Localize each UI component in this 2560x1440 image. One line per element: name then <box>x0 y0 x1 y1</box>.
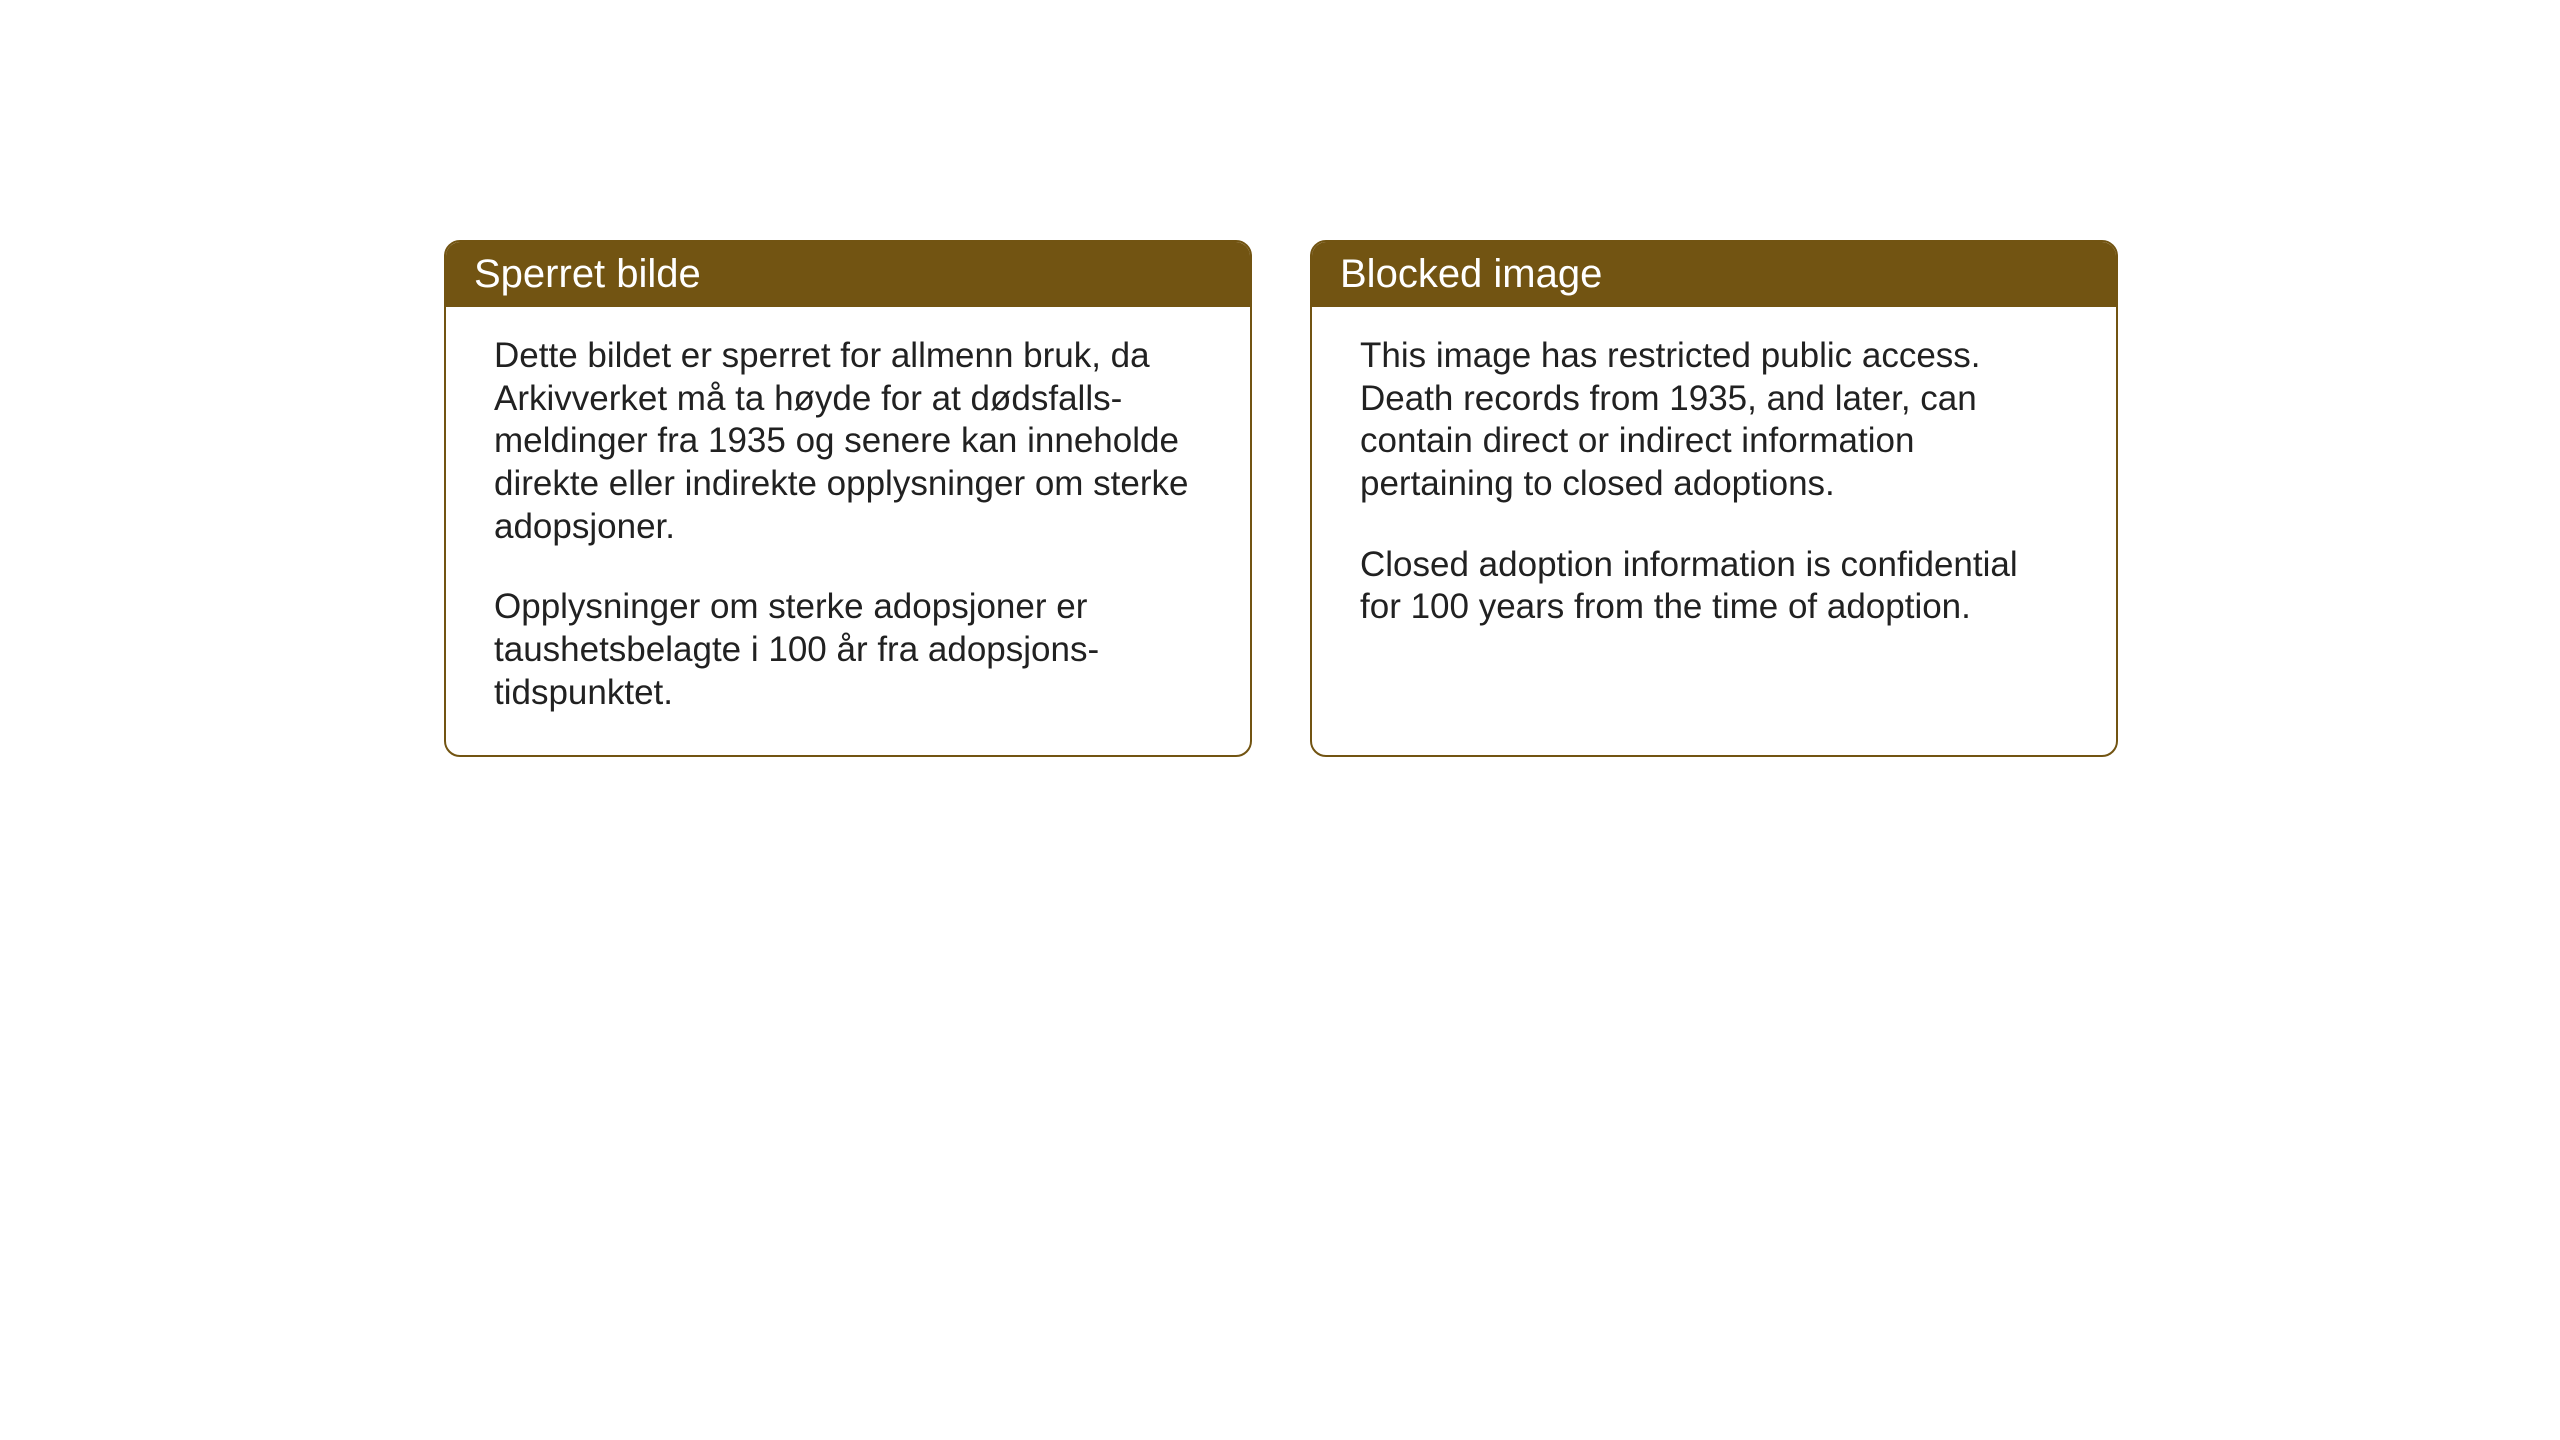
notice-card-norwegian: Sperret bilde Dette bildet er sperret fo… <box>444 240 1252 757</box>
card-paragraph-2-norwegian: Opplysninger om sterke adopsjoner er tau… <box>494 586 1202 714</box>
card-header-norwegian: Sperret bilde <box>446 242 1250 307</box>
card-header-english: Blocked image <box>1312 242 2116 307</box>
card-paragraph-1-norwegian: Dette bildet er sperret for allmenn bruk… <box>494 335 1202 548</box>
notice-card-english: Blocked image This image has restricted … <box>1310 240 2118 757</box>
card-title-english: Blocked image <box>1340 252 1602 296</box>
card-body-english: This image has restricted public access.… <box>1312 307 2116 669</box>
card-body-norwegian: Dette bildet er sperret for allmenn bruk… <box>446 307 1250 755</box>
notice-cards-container: Sperret bilde Dette bildet er sperret fo… <box>444 240 2118 757</box>
card-paragraph-1-english: This image has restricted public access.… <box>1360 335 2068 506</box>
card-title-norwegian: Sperret bilde <box>474 252 701 296</box>
card-paragraph-2-english: Closed adoption information is confident… <box>1360 544 2068 629</box>
